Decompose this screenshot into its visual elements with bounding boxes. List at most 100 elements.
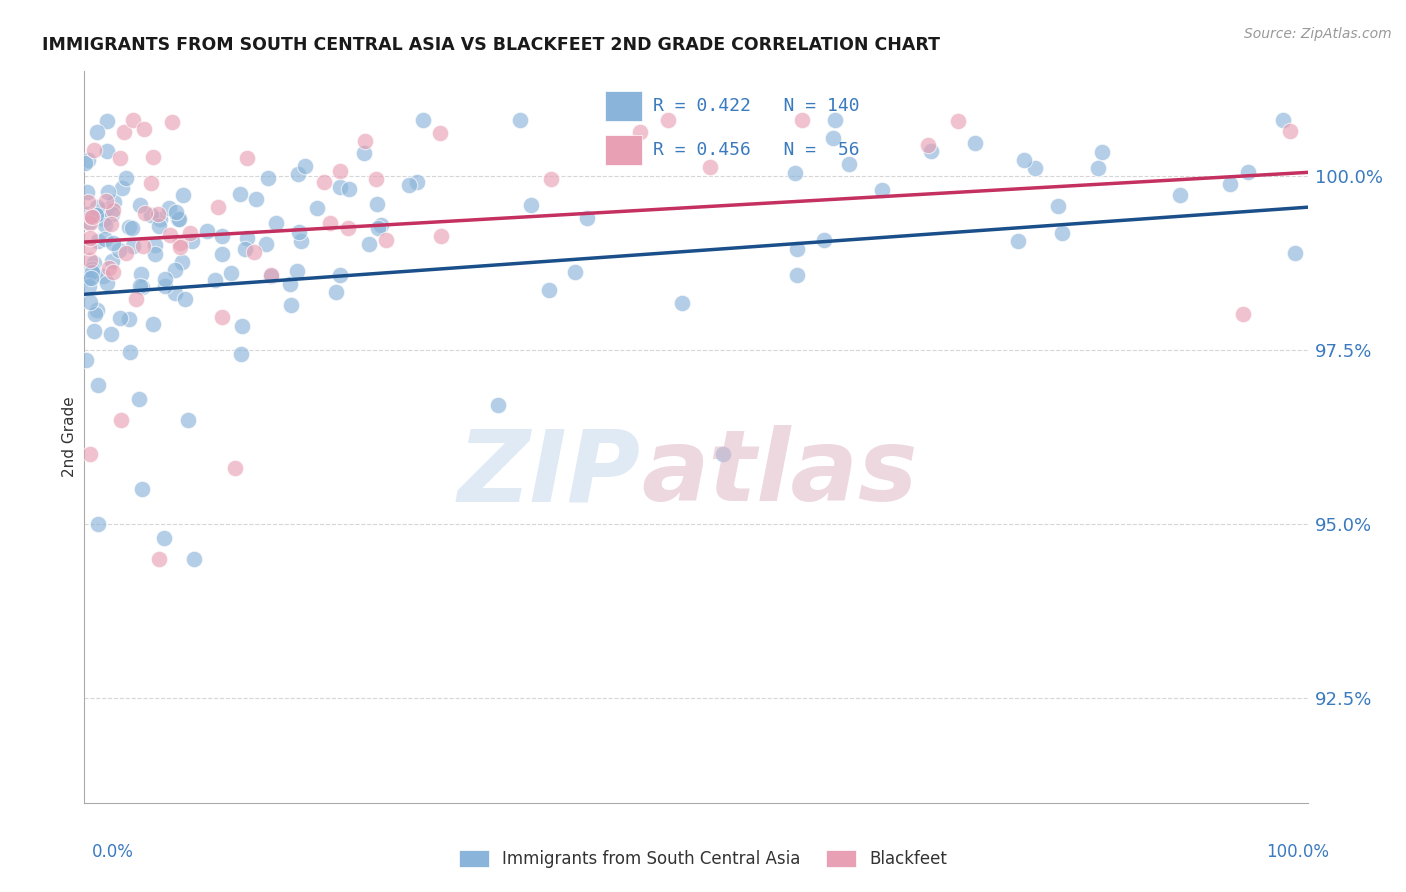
Point bbox=[1047, 199, 1070, 213]
Point bbox=[101, 265, 124, 279]
Point bbox=[86, 303, 108, 318]
Point bbox=[128, 392, 150, 406]
Point bbox=[77, 278, 100, 293]
Point bbox=[77, 271, 100, 285]
Point bbox=[329, 268, 352, 283]
Point bbox=[167, 211, 190, 226]
Point bbox=[235, 230, 257, 244]
Point bbox=[236, 151, 259, 165]
Point bbox=[329, 180, 352, 194]
Point bbox=[325, 285, 347, 300]
Point bbox=[108, 151, 131, 165]
Point bbox=[134, 205, 156, 219]
Point bbox=[1170, 188, 1192, 202]
Point bbox=[108, 243, 131, 257]
Point bbox=[260, 268, 283, 282]
Point bbox=[946, 114, 969, 128]
Point bbox=[488, 398, 510, 412]
Point bbox=[97, 261, 120, 276]
Point bbox=[76, 271, 98, 285]
Point bbox=[79, 216, 101, 230]
Point bbox=[86, 200, 108, 214]
Point bbox=[963, 136, 986, 150]
Point bbox=[77, 240, 100, 254]
Point bbox=[195, 224, 218, 238]
Point bbox=[564, 265, 586, 279]
Point bbox=[132, 239, 155, 253]
Point bbox=[354, 134, 377, 148]
Point bbox=[169, 236, 191, 251]
Point bbox=[83, 324, 105, 338]
Point bbox=[339, 182, 361, 196]
Point bbox=[813, 233, 835, 247]
Point bbox=[142, 317, 165, 331]
Point bbox=[786, 242, 808, 256]
Point bbox=[159, 228, 181, 243]
Point bbox=[77, 195, 100, 210]
Point bbox=[148, 207, 170, 221]
Point bbox=[77, 215, 100, 229]
Point bbox=[100, 207, 122, 221]
Point bbox=[294, 159, 316, 173]
Point bbox=[337, 220, 360, 235]
Point bbox=[172, 187, 194, 202]
Point bbox=[367, 221, 389, 235]
Point bbox=[101, 254, 124, 268]
Point bbox=[165, 205, 187, 219]
Point bbox=[87, 234, 110, 248]
Point bbox=[86, 124, 108, 138]
Point bbox=[79, 295, 101, 310]
Point bbox=[131, 280, 153, 294]
Point bbox=[224, 461, 246, 475]
Point bbox=[101, 202, 124, 217]
Point bbox=[96, 113, 118, 128]
Point bbox=[537, 284, 560, 298]
Point bbox=[73, 155, 96, 169]
Point bbox=[87, 207, 110, 221]
Point bbox=[1237, 165, 1260, 179]
Point bbox=[112, 125, 135, 139]
Point bbox=[280, 298, 302, 312]
Point bbox=[245, 192, 267, 206]
Point bbox=[329, 163, 352, 178]
Point bbox=[148, 552, 170, 566]
Point bbox=[290, 234, 312, 248]
Point bbox=[242, 245, 264, 260]
Point bbox=[366, 197, 388, 211]
Point bbox=[122, 113, 145, 128]
Point bbox=[157, 201, 180, 215]
Point bbox=[79, 271, 101, 285]
Point bbox=[278, 277, 301, 292]
Point bbox=[83, 268, 105, 283]
Point bbox=[824, 113, 846, 128]
Point bbox=[1012, 153, 1035, 168]
Point bbox=[143, 247, 166, 261]
Point bbox=[110, 181, 132, 195]
Point bbox=[110, 412, 132, 426]
Point bbox=[139, 177, 162, 191]
Y-axis label: 2nd Grade: 2nd Grade bbox=[62, 397, 77, 477]
Point bbox=[153, 272, 176, 286]
Point bbox=[1219, 177, 1241, 191]
Point bbox=[139, 208, 162, 222]
Point bbox=[86, 377, 108, 392]
Point bbox=[398, 178, 420, 192]
Point bbox=[183, 552, 205, 566]
Point bbox=[149, 212, 172, 227]
Point bbox=[80, 209, 103, 223]
Point bbox=[353, 145, 375, 160]
Point bbox=[264, 216, 287, 230]
Point bbox=[231, 318, 253, 333]
Point bbox=[153, 278, 176, 293]
Point bbox=[153, 531, 176, 545]
Point bbox=[82, 262, 104, 277]
Point bbox=[179, 227, 201, 241]
Point bbox=[319, 216, 342, 230]
Point bbox=[101, 235, 124, 250]
Point bbox=[129, 267, 152, 281]
Point bbox=[229, 347, 252, 361]
Point bbox=[103, 194, 125, 209]
Point bbox=[219, 266, 242, 280]
Point bbox=[76, 207, 98, 221]
Text: Source: ZipAtlas.com: Source: ZipAtlas.com bbox=[1244, 27, 1392, 41]
